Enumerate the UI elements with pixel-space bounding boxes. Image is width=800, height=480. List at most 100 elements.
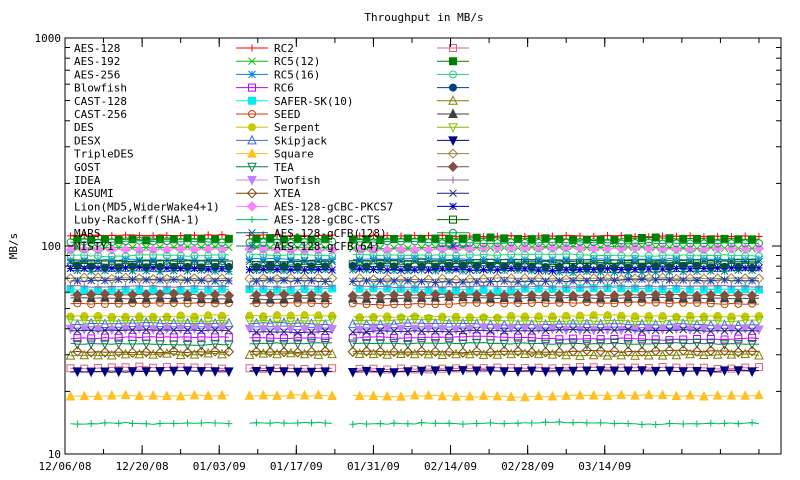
data-point	[583, 277, 591, 285]
data-point	[94, 311, 103, 320]
legend-marker	[448, 123, 458, 133]
data-point	[719, 319, 730, 330]
legend-entry: IDEA	[74, 174, 268, 187]
data-point	[182, 347, 193, 358]
data-point	[292, 290, 303, 301]
data-point	[169, 259, 178, 268]
data-point	[141, 367, 152, 377]
data-point	[554, 366, 565, 377]
legend-label: DESX	[74, 134, 101, 147]
data-point	[403, 300, 412, 309]
data-point	[437, 390, 448, 401]
data-point	[280, 419, 288, 427]
data-point	[754, 316, 764, 326]
data-point	[610, 420, 618, 428]
legend-entry: AES-192	[74, 55, 268, 68]
data-point	[73, 277, 82, 285]
data-point	[121, 312, 130, 321]
legend-marker	[248, 242, 256, 250]
data-point	[657, 389, 668, 400]
legend-entry: CAST-256	[74, 108, 268, 121]
data-point	[259, 265, 268, 274]
data-point	[375, 367, 386, 378]
legend-label: AES-256	[74, 68, 120, 81]
data-point	[521, 265, 529, 273]
data-point	[727, 312, 736, 321]
data-point	[376, 420, 384, 428]
data-point	[630, 350, 640, 360]
data-point	[465, 238, 474, 247]
data-point	[506, 348, 516, 359]
data-point	[170, 420, 178, 428]
data-point	[307, 419, 315, 427]
data-point	[645, 282, 653, 290]
data-point	[561, 390, 572, 400]
data-point	[246, 283, 254, 291]
data-point	[217, 251, 226, 259]
data-point	[754, 349, 764, 360]
data-point	[651, 260, 660, 269]
data-point	[225, 267, 233, 276]
data-point	[533, 348, 544, 359]
data-point	[672, 282, 680, 290]
data-point	[507, 311, 516, 320]
data-point	[273, 257, 281, 266]
legend-label: KASUMI	[74, 187, 114, 200]
data-point	[86, 367, 96, 378]
data-point	[595, 366, 606, 376]
data-point	[458, 234, 467, 243]
data-point	[424, 266, 433, 274]
data-point	[644, 265, 653, 273]
data-point	[575, 251, 584, 259]
x-tick-label: 01/17/09	[270, 460, 323, 473]
data-point	[272, 348, 282, 359]
data-point	[533, 317, 544, 328]
legend-label: CAST-256	[74, 108, 127, 121]
data-point	[286, 250, 295, 259]
data-point	[224, 317, 234, 328]
data-point	[589, 258, 598, 267]
data-point	[727, 264, 736, 272]
data-point	[686, 258, 694, 266]
data-point	[259, 282, 267, 290]
data-point	[679, 259, 688, 268]
data-point	[273, 231, 281, 239]
legend: AES-128AES-192AES-256BlowfishCAST-128CAS…	[74, 42, 469, 253]
data-point	[218, 231, 226, 239]
data-point	[520, 391, 530, 402]
data-point	[459, 420, 467, 428]
legend-marker	[247, 147, 257, 158]
data-point	[507, 250, 516, 259]
data-point	[347, 318, 358, 329]
data-point	[554, 347, 565, 358]
data-point	[693, 276, 701, 285]
data-point	[354, 390, 365, 401]
data-point	[699, 349, 709, 359]
legend-entry: RC5(12)	[274, 55, 469, 68]
data-point	[204, 231, 212, 239]
data-point	[624, 420, 632, 428]
data-point	[80, 237, 89, 246]
data-point	[321, 277, 330, 286]
data-point	[706, 277, 715, 285]
data-point	[107, 316, 117, 327]
data-point	[691, 290, 703, 301]
data-point	[555, 243, 564, 251]
data-point	[637, 259, 646, 268]
data-point	[727, 251, 736, 260]
data-point	[520, 316, 530, 327]
data-point	[266, 266, 275, 275]
data-point	[314, 251, 323, 260]
data-point	[540, 367, 551, 378]
data-point	[562, 283, 570, 291]
data-point	[182, 366, 193, 377]
data-point	[583, 243, 591, 252]
data-point	[292, 339, 303, 350]
data-point	[183, 276, 192, 284]
data-point	[541, 267, 550, 276]
data-point	[134, 390, 145, 400]
data-point	[562, 232, 570, 240]
data-point	[204, 282, 212, 290]
data-point	[100, 318, 110, 329]
data-point	[616, 316, 627, 327]
